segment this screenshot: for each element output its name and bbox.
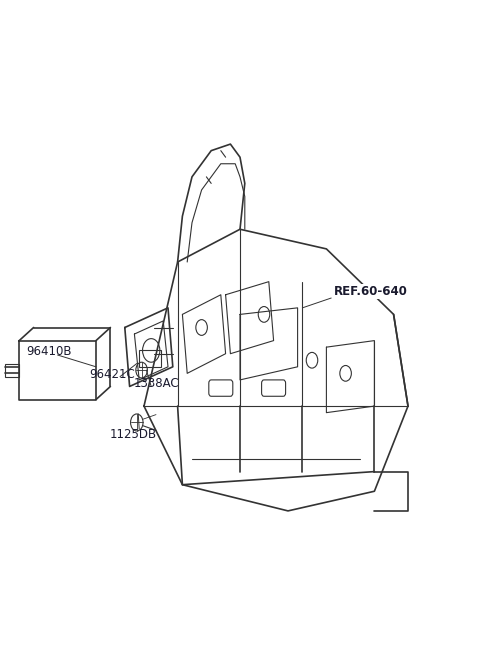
Text: REF.60-640: REF.60-640 [334, 285, 408, 298]
Text: 1125DB: 1125DB [109, 428, 156, 441]
Text: 1338AC: 1338AC [133, 377, 179, 390]
Bar [5, 364, 19, 377]
Text: 96421C: 96421C [89, 368, 134, 381]
Bar [139, 350, 161, 367]
Text: 96410B: 96410B [26, 345, 72, 358]
